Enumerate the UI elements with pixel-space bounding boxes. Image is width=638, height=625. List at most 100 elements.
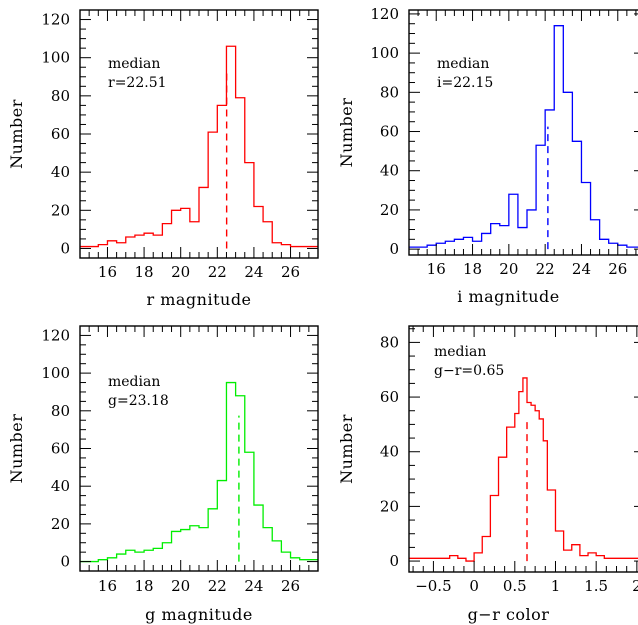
x-tick-label: 18 bbox=[463, 260, 482, 278]
median-annotation: median bbox=[108, 374, 160, 390]
x-tick-label: 16 bbox=[98, 577, 117, 595]
histogram-bar bbox=[208, 509, 217, 562]
median-annotation: median bbox=[437, 56, 489, 72]
histogram-bar bbox=[609, 243, 618, 249]
histogram-outline bbox=[80, 45, 318, 248]
histogram-bar bbox=[555, 531, 563, 561]
histogram-bar bbox=[245, 163, 254, 249]
y-tick-label: 20 bbox=[51, 515, 70, 533]
histogram-bar bbox=[591, 220, 600, 249]
histogram-bar bbox=[199, 528, 208, 562]
histogram-bar bbox=[600, 239, 609, 249]
histogram-bar bbox=[518, 228, 527, 250]
x-tick-label: 0.5 bbox=[503, 577, 527, 595]
x-axis-label: i magnitude bbox=[457, 287, 560, 306]
histogram-bar bbox=[572, 141, 581, 249]
histogram-bar bbox=[581, 182, 590, 249]
x-tick-label: 22 bbox=[208, 263, 227, 281]
histogram-bar bbox=[482, 233, 491, 249]
y-tick-label: 0 bbox=[60, 239, 70, 257]
y-tick-label: 60 bbox=[380, 123, 399, 141]
median-annotation: g−r=0.65 bbox=[434, 363, 504, 379]
histogram-bar bbox=[519, 392, 523, 561]
histogram-bar bbox=[482, 536, 490, 561]
plot-frame bbox=[79, 325, 319, 572]
histogram-bar bbox=[208, 132, 217, 248]
histogram-bar bbox=[126, 237, 135, 248]
histogram-bar bbox=[507, 427, 515, 561]
y-tick-label: 80 bbox=[380, 83, 399, 101]
y-tick-label: 100 bbox=[370, 44, 399, 62]
histogram-bar bbox=[245, 452, 254, 561]
histogram-bar bbox=[564, 550, 572, 561]
histogram-bar bbox=[144, 550, 153, 561]
histogram-outline bbox=[409, 25, 638, 248]
histogram-bar bbox=[580, 556, 588, 561]
y-tick-label: 80 bbox=[51, 87, 70, 105]
histogram-bar bbox=[500, 226, 509, 250]
x-axis-label: g−r color bbox=[468, 605, 550, 624]
histogram-bar bbox=[226, 383, 235, 562]
y-tick-label: 120 bbox=[41, 11, 70, 29]
y-tick-label: 40 bbox=[51, 477, 70, 495]
histogram-bar bbox=[527, 210, 536, 249]
histogram-bar bbox=[162, 543, 171, 562]
histogram-bar bbox=[144, 233, 153, 248]
histogram-bar bbox=[281, 552, 290, 561]
histogram-outline bbox=[409, 377, 638, 562]
median-annotation: i=22.15 bbox=[437, 75, 493, 91]
histogram-bar bbox=[153, 548, 162, 561]
chart-panel-2: 16 18 20 22 24 26 0 20 40 60 80 100 120 i magnitude Nu… bbox=[337, 5, 638, 306]
histogram-bar bbox=[135, 552, 144, 561]
median-annotation: r=22.51 bbox=[108, 75, 167, 91]
histogram-bar bbox=[272, 243, 281, 249]
x-tick-label: 1.5 bbox=[584, 577, 608, 595]
histogram-bar bbox=[436, 243, 445, 249]
histogram-bar bbox=[153, 235, 162, 248]
histogram-bar bbox=[547, 490, 555, 561]
histogram-bar bbox=[554, 26, 563, 249]
histogram-bar bbox=[454, 239, 463, 249]
histogram-bar bbox=[117, 243, 126, 249]
x-tick-label: 22 bbox=[536, 260, 555, 278]
y-tick-label: 60 bbox=[51, 125, 70, 143]
median-annotation: g=23.18 bbox=[108, 393, 169, 409]
y-tick-label: 40 bbox=[380, 162, 399, 180]
x-tick-label: 20 bbox=[171, 263, 190, 281]
histogram-bar bbox=[272, 541, 281, 562]
y-axis-label: Number bbox=[337, 98, 356, 168]
x-tick-label: 1 bbox=[551, 577, 561, 595]
histogram-bar bbox=[263, 528, 272, 562]
x-tick-label: 20 bbox=[499, 260, 518, 278]
histogram-bar bbox=[463, 237, 472, 249]
x-tick-label: 16 bbox=[98, 263, 117, 281]
histogram-outline bbox=[80, 381, 318, 563]
x-tick-label: 26 bbox=[281, 263, 300, 281]
y-tick-label: 0 bbox=[60, 553, 70, 571]
histogram-bar bbox=[515, 413, 519, 561]
y-tick-label: 100 bbox=[41, 49, 70, 67]
median-annotation: median bbox=[434, 344, 486, 360]
x-tick-label: 26 bbox=[281, 577, 300, 595]
x-tick-label: 26 bbox=[608, 260, 627, 278]
x-tick-label: 18 bbox=[135, 263, 154, 281]
histogram-bar bbox=[499, 457, 507, 561]
y-tick-label: 120 bbox=[370, 5, 399, 23]
x-tick-label: 24 bbox=[572, 260, 591, 278]
chart-panel-3: 16 18 20 22 24 26 0 20 40 60 80 100 120 g magnitude Nu… bbox=[7, 325, 319, 624]
histogram-bar bbox=[473, 241, 482, 249]
histogram-bar bbox=[509, 194, 518, 249]
y-axis-label: Number bbox=[7, 414, 26, 484]
x-tick-label: 16 bbox=[427, 260, 446, 278]
median-annotation: median bbox=[108, 56, 160, 72]
histogram-bar bbox=[172, 531, 181, 561]
histogram-bar bbox=[236, 396, 245, 562]
histogram-bar bbox=[545, 110, 554, 249]
histogram-bar bbox=[217, 481, 226, 562]
histogram-bar bbox=[588, 553, 596, 561]
histogram-bar bbox=[190, 526, 199, 562]
histogram-bar bbox=[226, 46, 235, 248]
histogram-bar bbox=[107, 241, 116, 249]
y-tick-label: 20 bbox=[51, 201, 70, 219]
x-tick-label: 22 bbox=[208, 577, 227, 595]
